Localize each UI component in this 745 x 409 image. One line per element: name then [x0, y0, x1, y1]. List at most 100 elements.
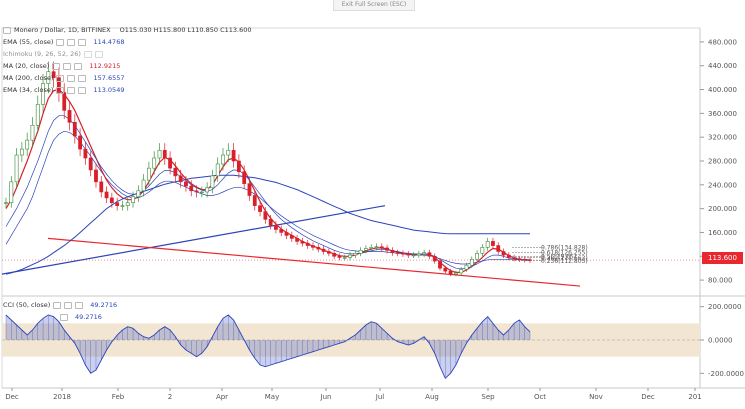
candle-body — [120, 205, 125, 207]
x-tick-label: May — [265, 393, 279, 401]
candle-body — [67, 110, 72, 123]
candle-body — [88, 157, 93, 171]
candle-body — [274, 225, 278, 230]
settings-icon[interactable] — [67, 86, 76, 94]
close-icon[interactable] — [78, 38, 87, 46]
candle-body — [210, 175, 215, 189]
candle-body — [236, 160, 241, 173]
eye-icon[interactable] — [56, 38, 65, 46]
oscillator-secondary: 49.2716 — [60, 312, 102, 322]
settings-icon[interactable] — [67, 38, 76, 46]
eye-icon[interactable] — [56, 86, 65, 94]
candle-body — [14, 154, 19, 183]
candle-body — [173, 167, 178, 177]
candle-body — [379, 246, 384, 249]
candle-body — [136, 190, 141, 198]
candle-body — [141, 179, 146, 192]
indicator-label: EMA (55, close) — [3, 38, 54, 46]
candle-body — [35, 104, 40, 126]
candle-body — [364, 248, 368, 251]
indicator-row-ichimoku[interactable]: Ichimoku (9, 26, 52, 26) — [3, 49, 103, 59]
candle-body — [321, 248, 326, 252]
candle-body — [279, 229, 284, 233]
candle-body — [226, 149, 231, 156]
settings-icon[interactable] — [60, 313, 68, 321]
close-icon[interactable] — [78, 86, 87, 94]
candle-body — [427, 252, 432, 257]
candle-body — [247, 183, 252, 196]
settings-icon[interactable] — [94, 50, 103, 58]
close-icon[interactable] — [78, 74, 87, 82]
indicator-value: 114.4768 — [93, 38, 125, 46]
indicator-row-ema34[interactable]: EMA (34, close) 113.0549 — [3, 85, 124, 95]
candle-body — [263, 211, 268, 220]
y-tick-label: 480.000 — [708, 38, 737, 46]
indicator-row-ma200[interactable]: MA (200, close) 157.6557 — [3, 73, 125, 83]
candle-body — [184, 181, 188, 187]
eye-icon[interactable] — [53, 301, 62, 309]
candle-body — [189, 185, 194, 192]
collapse-icon[interactable] — [3, 26, 11, 34]
x-tick-label: 201 — [688, 393, 701, 401]
candle-body — [491, 241, 495, 246]
settings-icon[interactable] — [67, 74, 76, 82]
candle-body — [242, 171, 247, 184]
eye-icon[interactable] — [56, 74, 65, 82]
y-tick-label: 320.000 — [708, 134, 737, 142]
candle-body — [295, 238, 300, 242]
indicator-row-ma20[interactable]: MA (20, close) 112.9215 — [3, 61, 120, 71]
trendline — [1, 205, 386, 275]
candle-body — [406, 253, 411, 256]
candle-body — [316, 247, 321, 250]
candle-body — [268, 219, 273, 226]
ohlc-readout: O115.030 H115.800 L110.850 C113.600 — [119, 26, 252, 34]
series-line — [5, 115, 531, 270]
candle-body — [99, 181, 104, 193]
candle-body — [305, 242, 310, 246]
eye-icon[interactable] — [52, 62, 61, 70]
candle-body — [19, 148, 24, 156]
candle-body — [432, 255, 437, 262]
candle-body — [94, 169, 98, 183]
cci-line — [5, 314, 531, 380]
settings-icon[interactable] — [63, 62, 72, 70]
y-tick-label: 200.000 — [708, 205, 737, 213]
candle-body — [231, 149, 236, 162]
candle-body — [152, 157, 157, 169]
candle-body — [438, 260, 442, 269]
candle-body — [252, 195, 257, 206]
candle-body — [83, 148, 88, 159]
oscillator-value: 49.2716 — [90, 301, 118, 309]
osc-tick-label: 0.0000 — [708, 337, 733, 345]
oscillator-header[interactable]: CCI (50, close) 49.2716 — [3, 300, 117, 310]
x-tick-label: Jul — [375, 393, 385, 401]
series-line — [5, 88, 531, 273]
exit-fullscreen-button[interactable]: Exit Full Screen (ESC) — [333, 0, 415, 11]
candle-body — [104, 191, 109, 199]
candle-body — [485, 241, 490, 248]
close-icon[interactable] — [75, 301, 84, 309]
fib-level-label: 0.5(119.65) — [541, 254, 576, 261]
candle-body — [199, 191, 204, 194]
candle-body — [469, 258, 474, 266]
eye-icon[interactable] — [83, 50, 92, 58]
x-tick-label: Oct — [534, 393, 546, 401]
indicator-row-ema55[interactable]: EMA (55, close) 114.4768 — [3, 37, 124, 47]
indicator-label: MA (200, close) — [3, 74, 54, 82]
close-icon[interactable] — [74, 62, 83, 70]
settings-icon[interactable] — [64, 301, 73, 309]
indicator-label: Ichimoku (9, 26, 52, 26) — [3, 50, 81, 58]
fib-level-label: 0.236(112.805) — [541, 258, 588, 265]
candle-body — [194, 190, 199, 193]
candle-body — [501, 251, 506, 256]
candle-body — [41, 83, 45, 105]
candle-body — [205, 187, 210, 193]
symbol-title: Monero / Dollar, 1D, BITFINEX — [14, 26, 111, 34]
candle-body — [51, 71, 56, 78]
candle-body — [289, 235, 294, 239]
x-tick-label: 2018 — [53, 393, 71, 401]
candle-body — [215, 163, 220, 177]
candle-body — [300, 241, 305, 244]
candle-body — [131, 196, 135, 203]
